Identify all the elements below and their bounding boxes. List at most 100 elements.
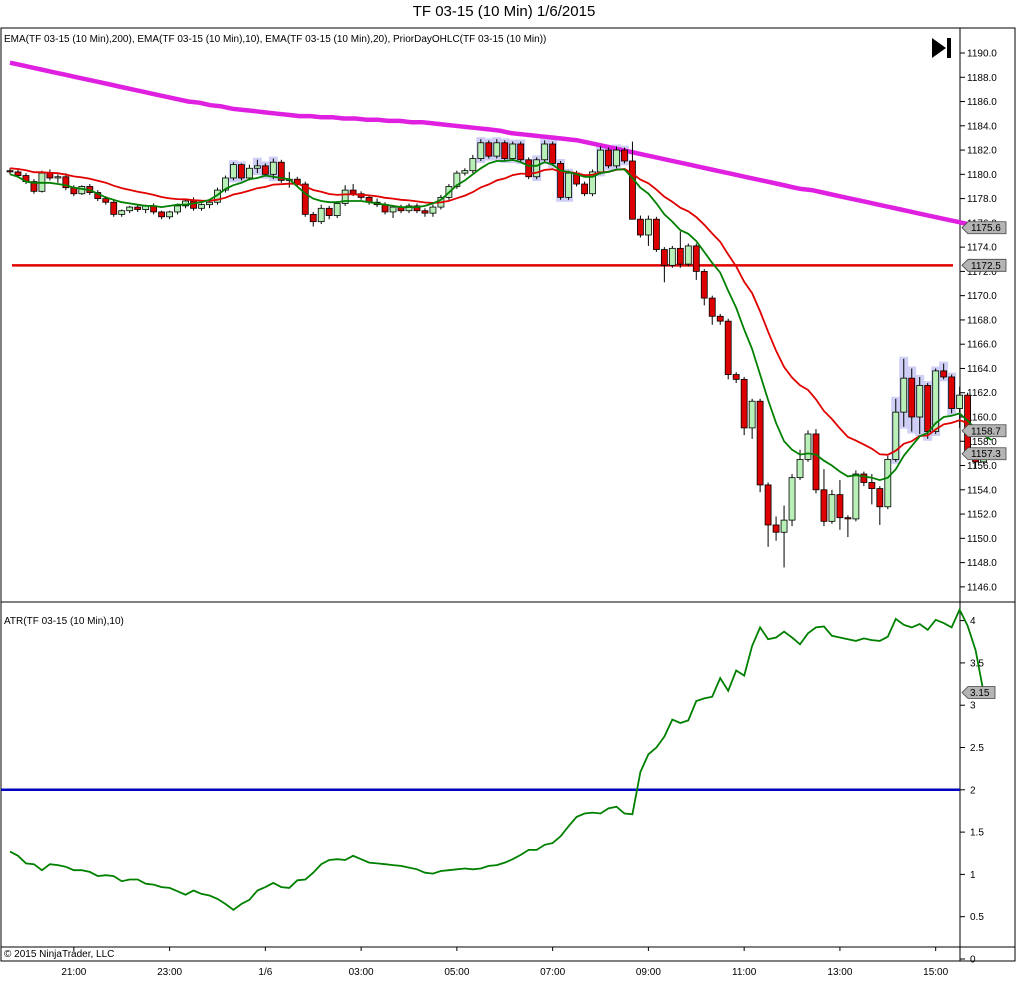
copyright-label: © 2015 NinjaTrader, LLC <box>4 949 114 960</box>
price-marker: 1157.3 <box>961 447 1007 460</box>
price-marker-label: 1158.7 <box>971 426 1001 437</box>
candle-body <box>804 433 812 460</box>
candle-body <box>206 201 213 206</box>
candle-body <box>6 170 14 173</box>
candle-body <box>533 159 541 178</box>
candle-body <box>700 270 708 299</box>
candle-body <box>645 218 652 236</box>
candle-body <box>102 198 110 203</box>
candle-body <box>629 160 636 220</box>
candle-body <box>716 315 724 322</box>
candle-body <box>413 205 421 212</box>
candle-body <box>485 142 493 157</box>
candle-body <box>932 370 940 432</box>
price-tick-label: 1184.0 <box>967 121 997 132</box>
candle-body <box>820 489 828 522</box>
price-axis: 1146.0 1148.0 1150.0 1152.0 1154.0 1156.0 1158… <box>960 49 997 593</box>
candle-body <box>852 473 860 520</box>
candle-body <box>916 385 924 418</box>
candle-body <box>277 161 285 181</box>
candle-body <box>166 211 174 218</box>
candle-body <box>421 210 429 214</box>
price-tick-label: 1174.0 <box>967 243 997 254</box>
candle-body <box>652 218 660 250</box>
candle-body <box>14 171 22 176</box>
atr-series: 3.15 <box>1 607 996 912</box>
price-markers: 1175.6 1172.5 1158.7 1157.3 <box>961 221 1007 460</box>
candle-body <box>748 400 756 429</box>
candle-body <box>732 374 740 380</box>
time-tick-label: 21:00 <box>61 967 86 978</box>
price-tick-label: 1152.0 <box>967 510 997 521</box>
price-marker-box <box>961 258 1007 272</box>
skip-to-end-icon[interactable] <box>932 38 951 58</box>
atr-marker-box <box>961 686 996 699</box>
candle-body <box>860 473 868 483</box>
price-marker: 1158.7 <box>961 424 1007 438</box>
candle-body <box>884 459 892 508</box>
price-marker-box <box>961 424 1007 438</box>
outer-frame <box>0 27 1016 962</box>
candle-body <box>812 433 820 491</box>
candle-body <box>253 165 261 169</box>
atr-tick-label: 2.5 <box>970 743 984 754</box>
price-tick-label: 1154.0 <box>967 485 997 496</box>
price-tick-label: 1166.0 <box>967 340 997 351</box>
candle-body <box>581 183 588 195</box>
time-tick-label: 15:00 <box>923 967 948 978</box>
candlestick-series <box>6 139 995 568</box>
candle-body <box>198 204 205 209</box>
candle-body <box>461 170 469 174</box>
candle-body <box>222 177 229 191</box>
candle-body <box>493 142 501 157</box>
candle-body <box>349 189 357 195</box>
atr-tick-label: 3 <box>970 701 976 712</box>
candle-body <box>900 377 908 413</box>
candle-body <box>692 245 700 272</box>
candle-body <box>126 206 134 212</box>
candle-body <box>788 477 796 521</box>
candle-body <box>549 143 557 164</box>
price-tick-label: 1172.0 <box>967 267 997 278</box>
candle-body <box>269 161 277 175</box>
price-tick-label: 1180.0 <box>967 170 997 181</box>
price-panel-label: EMA(TF 03-15 (10 Min),200), EMA(TF 03-15… <box>4 34 546 45</box>
candle-body <box>605 149 612 167</box>
candle-body <box>621 149 628 162</box>
price-tick-label: 1160.0 <box>967 412 997 423</box>
price-marker-label: 1157.3 <box>971 449 1001 460</box>
candle-body <box>174 205 181 213</box>
time-tick-label: 07:00 <box>540 967 565 978</box>
atr-line <box>9 607 985 912</box>
candle-body <box>261 165 269 175</box>
candle-body <box>660 249 668 266</box>
candle-body <box>341 189 349 204</box>
ema200-line-layer <box>9 60 969 227</box>
atr-tick-label: 4 <box>970 616 976 627</box>
time-tick-label: 23:00 <box>157 967 182 978</box>
price-tick-label: 1146.0 <box>967 582 997 593</box>
atr-marker-label: 3.15 <box>970 688 990 699</box>
atr-tick-label: 0.5 <box>970 912 984 923</box>
time-tick-label: 13:00 <box>827 967 852 978</box>
price-tick-label: 1190.0 <box>967 49 997 60</box>
candle-body <box>541 143 549 161</box>
price-tick-label: 1170.0 <box>967 291 997 302</box>
price-marker-box <box>961 221 1007 235</box>
atr-tick-label: 0 <box>970 955 976 966</box>
ema10-line <box>9 158 992 482</box>
price-tick-label: 1148.0 <box>967 558 997 569</box>
candle-body <box>868 482 876 489</box>
price-marker: 1175.6 <box>961 221 1007 235</box>
price-tick-label: 1150.0 <box>967 534 997 545</box>
price-tick-label: 1168.0 <box>967 315 997 326</box>
candle-body <box>453 172 461 187</box>
ema-lines-layer <box>9 158 992 482</box>
candle-body <box>668 247 676 266</box>
candle-body <box>110 201 118 215</box>
candle-body <box>317 207 325 223</box>
time-tick-label: 11:00 <box>732 967 757 978</box>
price-tick-label: 1156.0 <box>967 461 997 472</box>
candle-body <box>796 459 804 479</box>
